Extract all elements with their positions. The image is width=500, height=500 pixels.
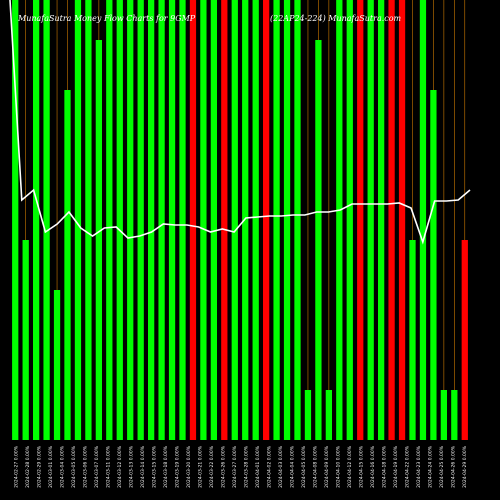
x-tick-label: 2024-04-19 0.00% [393,445,399,488]
bar [430,90,437,440]
bar [367,0,374,440]
bar [74,0,82,440]
x-tick-label: 2024-02-27 0.00% [13,445,19,488]
x-tick-label: 2024-04-01 0.00% [255,445,261,488]
bar [378,0,385,440]
x-tick-label: 2024-04-23 0.00% [416,445,422,488]
bar [189,0,197,440]
bar [451,390,458,440]
x-tick-label: 2024-03-18 0.00% [163,445,169,488]
bar [336,0,343,440]
bar [127,0,134,440]
x-tick-label: 2024-04-04 0.00% [289,445,295,488]
x-tick-label: 2024-03-11 0.00% [105,445,111,488]
x-tick-label: 2024-04-12 0.00% [347,445,353,488]
x-tick-label: 2024-03-13 0.00% [128,445,134,488]
x-tick-label: 2024-04-03 0.00% [278,445,284,488]
bar [85,0,92,440]
x-tick-label: 2024-03-07 0.00% [94,445,100,488]
bar [64,90,71,440]
x-tick-label: 2024-04-15 0.00% [358,445,364,488]
x-tick-label: 2024-03-28 0.00% [243,445,249,488]
x-tick-label: 2024-03-20 0.00% [186,445,192,488]
x-tick-label: 2024-04-18 0.00% [381,445,387,488]
bar [440,390,447,440]
bar [315,40,322,440]
x-tick-label: 2024-04-24 0.00% [427,445,433,488]
bar [168,0,176,440]
x-tick-label: 2024-03-22 0.00% [209,445,215,488]
x-tick-label: 2024-03-14 0.00% [140,445,146,488]
bar [200,0,207,440]
bar [116,0,123,440]
bar [273,0,280,440]
bar [221,0,228,440]
x-axis-labels: 2024-02-27 0.00% 2024-02-28 0.00% 2024-02-… [13,445,468,488]
bar [398,0,406,440]
bar [461,240,468,440]
bar [12,0,19,440]
bar [294,0,301,440]
bar [252,0,259,440]
x-tick-label: 2024-03-15 0.00% [151,445,157,488]
chart-title-left: MunafaSutra Money Flow Charts for 9GMP [17,14,196,23]
bar [346,0,353,440]
x-tick-label: 2024-02-28 0.00% [25,445,31,488]
bar [106,0,113,440]
x-tick-label: 2024-04-22 0.00% [404,445,410,488]
x-tick-label: 2024-03-05 0.00% [71,445,77,488]
bar [22,240,29,440]
money-flow-line [9,0,471,245]
grid-layer [14,0,466,440]
x-tick-label: 2024-02-29 0.00% [36,445,42,488]
x-tick-label: 2024-03-06 0.00% [82,445,88,488]
bar [137,0,144,440]
x-tick-label: 2024-03-19 0.00% [174,445,180,488]
x-tick-label: 2024-03-26 0.00% [220,445,226,488]
bar [283,0,291,440]
bar [53,290,61,440]
bar [210,0,217,440]
bar [409,240,416,440]
x-tick-label: 2024-03-27 0.00% [232,445,238,488]
x-tick-label: 2024-03-12 0.00% [117,445,123,488]
bar [231,0,238,440]
x-tick-label: 2024-04-09 0.00% [324,445,330,488]
bar [388,0,395,440]
x-tick-label: 2024-04-08 0.00% [312,445,318,488]
bar [304,390,312,440]
bar [158,0,165,440]
x-tick-label: 2024-04-16 0.00% [370,445,376,488]
bar [148,0,155,440]
x-tick-label: 2024-04-02 0.00% [266,445,272,488]
bar [325,390,332,440]
bar [179,0,186,440]
x-tick-label: 2024-03-01 0.00% [48,445,54,488]
bar [419,0,427,440]
x-tick-label: 2024-04-29 0.00% [462,445,468,488]
bars-layer [12,0,468,440]
bar [43,0,50,440]
x-tick-label: 2024-04-26 0.00% [450,445,456,488]
x-tick-label: 2024-04-25 0.00% [439,445,445,488]
bar [33,0,40,440]
x-tick-label: 2024-03-21 0.00% [197,445,203,488]
bar [263,0,270,440]
chart-title-right: (22AP24-224) MunafaSutra.com [270,14,402,23]
bar [357,0,364,440]
bar [95,40,102,440]
x-tick-label: 2024-03-04 0.00% [59,445,65,488]
x-tick-label: 2024-04-10 0.00% [335,445,341,488]
x-tick-label: 2024-04-05 0.00% [301,445,307,488]
